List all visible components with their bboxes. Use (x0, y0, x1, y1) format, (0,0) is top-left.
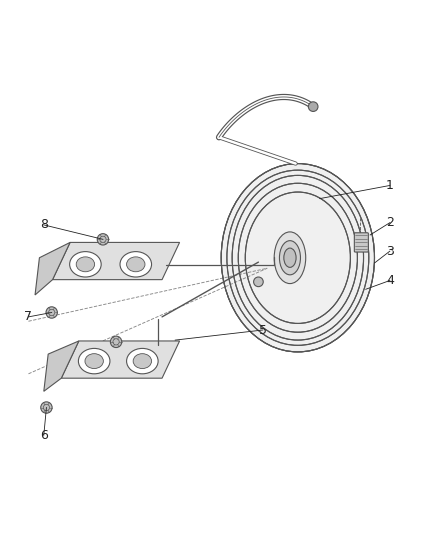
Ellipse shape (274, 232, 306, 284)
Ellipse shape (133, 354, 152, 368)
Ellipse shape (279, 241, 300, 275)
Polygon shape (61, 341, 180, 378)
Ellipse shape (221, 164, 374, 352)
Text: 1: 1 (386, 179, 394, 192)
Text: 8: 8 (40, 219, 48, 231)
Ellipse shape (85, 354, 103, 368)
Circle shape (254, 277, 263, 287)
Circle shape (46, 307, 57, 318)
Polygon shape (35, 243, 70, 295)
Circle shape (97, 233, 109, 245)
Ellipse shape (70, 252, 101, 277)
Text: 5: 5 (259, 324, 267, 336)
Polygon shape (53, 243, 180, 280)
Ellipse shape (284, 248, 296, 268)
Text: 2: 2 (386, 216, 394, 229)
Circle shape (110, 336, 122, 348)
Ellipse shape (76, 257, 95, 272)
Text: 6: 6 (40, 429, 48, 442)
Text: 4: 4 (386, 274, 394, 287)
Text: 7: 7 (25, 310, 32, 324)
Ellipse shape (127, 349, 158, 374)
Text: 3: 3 (386, 245, 394, 257)
FancyBboxPatch shape (354, 233, 368, 252)
Ellipse shape (120, 252, 152, 277)
Polygon shape (44, 341, 79, 391)
Ellipse shape (78, 349, 110, 374)
Circle shape (41, 402, 52, 413)
Ellipse shape (308, 102, 318, 111)
Ellipse shape (127, 257, 145, 272)
